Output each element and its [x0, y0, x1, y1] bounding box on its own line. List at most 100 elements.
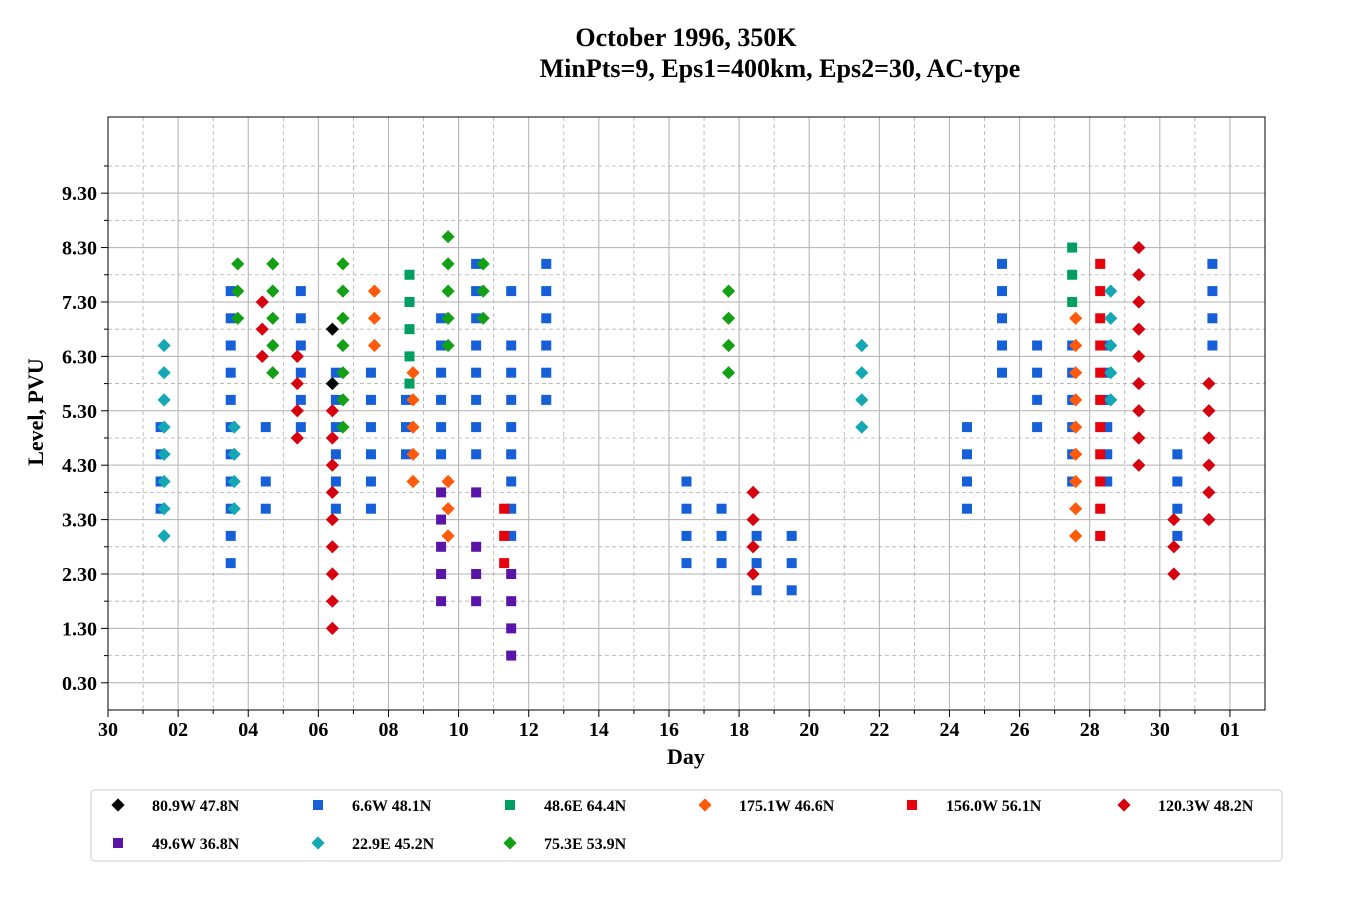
legend-label: 6.6W 48.1N — [352, 798, 432, 815]
data-point — [441, 284, 455, 298]
series-group — [325, 322, 339, 391]
data-point — [436, 514, 447, 525]
data-point — [1207, 286, 1218, 297]
data-point — [855, 420, 869, 434]
data-point — [406, 420, 420, 434]
data-point — [255, 349, 269, 363]
data-point — [1102, 422, 1113, 433]
data-point — [231, 257, 245, 271]
data-point — [506, 394, 517, 405]
data-point — [225, 286, 236, 297]
data-point — [436, 596, 447, 607]
data-point — [476, 284, 490, 298]
data-point — [1069, 474, 1083, 489]
data-point — [406, 393, 420, 407]
data-point — [295, 394, 306, 405]
data-point — [227, 474, 241, 489]
data-point — [330, 394, 341, 405]
x-tick-label: 08 — [378, 719, 398, 741]
data-point — [1132, 322, 1146, 336]
data-point — [295, 422, 306, 433]
data-point — [855, 393, 869, 407]
data-point — [751, 558, 762, 569]
data-point — [1095, 476, 1106, 487]
data-point — [1132, 458, 1146, 472]
data-point — [157, 338, 171, 353]
data-point — [1132, 404, 1146, 418]
data-point — [476, 311, 490, 325]
data-point — [506, 596, 517, 607]
legend-label: 175.1W 46.6N — [739, 798, 835, 815]
data-point — [1095, 449, 1106, 460]
data-point — [365, 367, 376, 378]
legend-marker — [311, 836, 325, 850]
data-point — [1207, 340, 1218, 351]
data-point — [227, 447, 241, 461]
data-point — [541, 286, 552, 297]
data-point — [1032, 394, 1043, 405]
data-point — [1095, 258, 1106, 269]
data-point — [1167, 567, 1181, 581]
data-point — [325, 567, 339, 581]
data-point — [225, 558, 236, 569]
data-point — [1069, 447, 1083, 461]
axis-ticks: 30 02 04 06 08 10 12 14 16 18 20 22 24 26 28 30 01 0.30 1.… — [62, 165, 1240, 741]
data-point — [325, 458, 339, 472]
y-tick-label: 8.30 — [62, 238, 97, 260]
data-point — [1069, 366, 1083, 380]
y-tick-label: 9.30 — [62, 183, 97, 205]
y-tick-label: 1.30 — [62, 618, 97, 640]
data-point — [325, 512, 339, 527]
data-point — [266, 338, 280, 353]
data-point — [1202, 512, 1216, 527]
data-point — [290, 404, 304, 418]
data-point — [1132, 376, 1146, 391]
data-point — [404, 296, 415, 307]
data-point — [336, 257, 350, 271]
legend-label: 120.3W 48.2N — [1158, 798, 1254, 815]
data-point — [295, 367, 306, 378]
data-point — [157, 447, 171, 461]
data-point — [325, 431, 339, 445]
data-point — [1172, 449, 1183, 460]
x-axis-label: Day — [667, 744, 705, 769]
data-point — [157, 366, 171, 380]
data-point — [325, 594, 339, 608]
data-point — [506, 286, 517, 297]
x-tick-label: 16 — [659, 719, 679, 741]
data-point — [471, 367, 482, 378]
data-point — [295, 286, 306, 297]
data-point — [260, 422, 271, 433]
data-point — [746, 540, 760, 554]
legend-marker — [111, 798, 125, 812]
data-point — [1202, 485, 1216, 499]
legend-marker — [1117, 798, 1131, 812]
data-point — [231, 311, 245, 325]
y-tick-label: 4.30 — [62, 455, 97, 477]
data-point — [1202, 376, 1216, 391]
data-point — [336, 284, 350, 298]
x-tick-label: 12 — [519, 719, 539, 741]
data-point — [506, 422, 517, 433]
data-point — [1095, 394, 1106, 405]
legend-marker — [503, 836, 517, 850]
data-markers — [155, 230, 1218, 661]
data-point — [721, 311, 736, 325]
data-point — [406, 474, 420, 489]
data-point — [295, 313, 306, 324]
series-group — [255, 240, 1216, 635]
data-point — [1032, 340, 1043, 351]
data-point — [330, 503, 341, 514]
x-tick-label: 24 — [939, 719, 959, 741]
y-tick-label: 0.30 — [62, 673, 97, 695]
data-point — [225, 340, 236, 351]
data-point — [1104, 338, 1118, 353]
data-point — [1167, 540, 1181, 554]
data-point — [471, 422, 482, 433]
data-point — [157, 393, 171, 407]
data-point — [541, 313, 552, 324]
data-point — [441, 474, 455, 489]
data-point — [365, 476, 376, 487]
data-point — [225, 394, 236, 405]
data-point — [404, 351, 415, 362]
